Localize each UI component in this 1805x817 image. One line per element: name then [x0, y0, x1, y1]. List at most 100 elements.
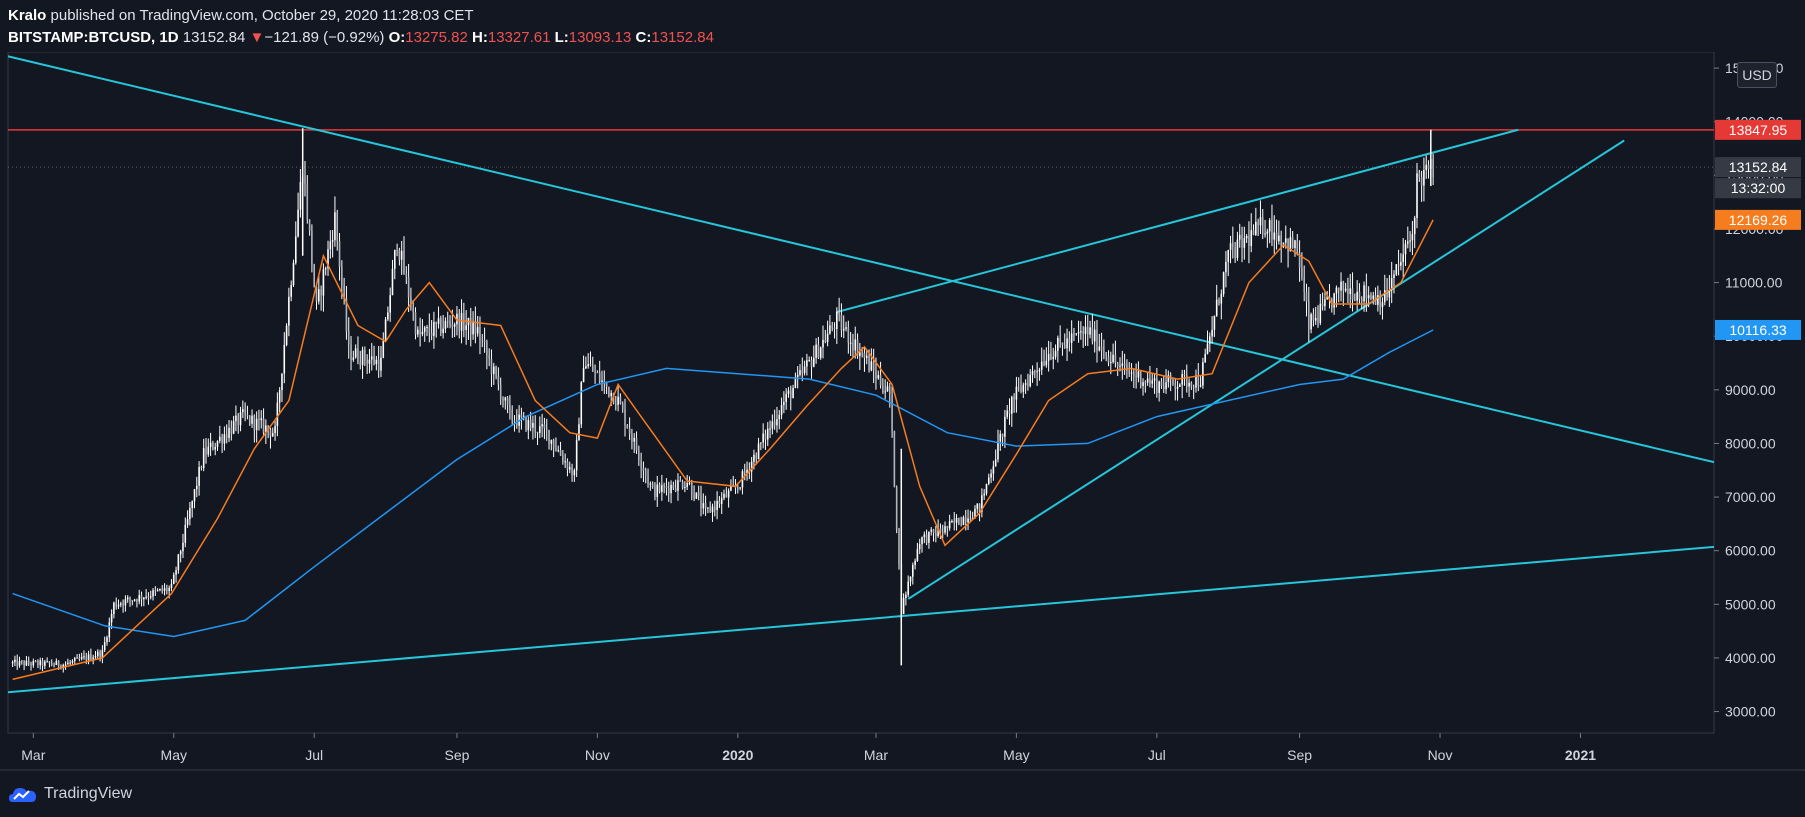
price-label-text: 13847.95: [1729, 122, 1788, 138]
candle-body: [654, 486, 656, 498]
candle-body: [1377, 295, 1379, 305]
candle-body: [90, 654, 92, 660]
candle-body: [417, 329, 419, 335]
candle-body: [1245, 235, 1248, 239]
candle-body: [1008, 410, 1011, 414]
candle-body: [718, 500, 721, 504]
candle-body: [1199, 385, 1202, 387]
candle-body: [778, 414, 781, 420]
candle-body: [967, 518, 969, 523]
publish-line: Kralo published on TradingView.com, Octo…: [8, 7, 474, 24]
x-tick-label: Jul: [305, 747, 323, 763]
candle-body: [244, 409, 246, 415]
candle-body: [1367, 295, 1370, 299]
candle-body: [545, 428, 548, 430]
candle-body: [1328, 296, 1331, 300]
candle-body: [642, 467, 645, 471]
candle-body: [1162, 385, 1165, 390]
candle-body: [1100, 346, 1103, 351]
ohlc-line: BITSTAMP:BTCUSD, 1D 13152.84 ▼−121.89 (−…: [8, 29, 714, 46]
candle-body: [1340, 281, 1342, 291]
candle-body: [85, 656, 88, 661]
currency-button[interactable]: USD: [1737, 62, 1777, 88]
trendlines[interactable]: [1, 55, 1714, 694]
candle-body: [587, 364, 589, 367]
candle-body: [1372, 295, 1375, 299]
candle-body: [1017, 386, 1020, 388]
candle-body: [573, 470, 576, 476]
candle-body: [1107, 356, 1110, 363]
candle-body: [410, 297, 412, 308]
candle-body: [1278, 235, 1280, 242]
candle-body: [651, 483, 654, 487]
candle-body: [1337, 287, 1340, 291]
candle-body: [94, 656, 97, 658]
candle-body: [578, 424, 580, 441]
price-label-bg: [1715, 319, 1801, 340]
candle-body: [195, 485, 198, 490]
candle-body: [1280, 235, 1282, 246]
plot-frame: [0, 51, 1805, 771]
close-value: 13152.84: [651, 29, 714, 46]
candle-body: [352, 357, 355, 360]
y-tick-label: 11000.00: [1725, 275, 1783, 291]
x-tick-label: Sep: [1287, 747, 1312, 763]
candle-body: [405, 273, 408, 277]
candle-body: [331, 240, 334, 242]
candle-body: [1183, 374, 1186, 376]
candle-body: [172, 574, 175, 584]
candle-body: [1119, 365, 1121, 367]
symbol-name[interactable]: BITSTAMP:BTCUSD, 1D: [8, 29, 179, 46]
candle-body: [1172, 379, 1174, 384]
candle-body: [955, 518, 958, 523]
candle-body: [271, 433, 274, 437]
candle-body: [235, 415, 237, 422]
close-label: C:: [635, 29, 652, 46]
candle-body: [55, 660, 58, 665]
candle-body: [1006, 410, 1008, 417]
author-name[interactable]: Kralo: [8, 7, 47, 24]
candle-body: [113, 602, 115, 615]
candle-body: [170, 583, 173, 588]
candle-body: [884, 391, 886, 393]
candle-body: [928, 531, 930, 543]
candle-body: [499, 384, 502, 400]
high-value: 13327.61: [487, 29, 551, 46]
open-label: O:: [388, 29, 406, 46]
candle-body: [516, 420, 518, 426]
candle-body: [479, 326, 481, 340]
candle-body: [686, 483, 688, 487]
candle-body: [1351, 288, 1354, 300]
candle-body: [285, 325, 288, 345]
candle-body: [1167, 375, 1170, 383]
y-tick-label: 9000.00: [1725, 382, 1776, 398]
candle-body: [255, 418, 258, 431]
candle-body: [826, 333, 829, 343]
candle-body: [495, 366, 497, 376]
candle-body: [294, 236, 297, 263]
tradingview-logo[interactable]: TradingView: [8, 782, 132, 806]
candle-body: [888, 386, 891, 395]
candle-body: [1400, 262, 1402, 266]
candle-body: [1310, 314, 1312, 330]
candle-body: [1174, 383, 1177, 389]
candle-body: [543, 424, 546, 429]
candle-body: [817, 344, 820, 358]
candle-body: [375, 359, 378, 364]
candle-body: [1137, 371, 1140, 378]
candle-body: [1061, 342, 1064, 345]
candle-body: [345, 298, 348, 332]
candle-body: [1404, 243, 1407, 255]
candle-body: [723, 493, 725, 499]
candle-body: [299, 182, 302, 210]
candle-body: [1409, 240, 1411, 242]
candle-body: [1103, 350, 1105, 353]
candles[interactable]: [11, 128, 1434, 673]
candle-body: [122, 603, 124, 606]
candle-body: [799, 370, 801, 375]
candle-body: [787, 390, 790, 394]
candle-body: [451, 324, 454, 327]
candle-body: [1112, 354, 1114, 363]
candle-body: [1073, 333, 1075, 335]
